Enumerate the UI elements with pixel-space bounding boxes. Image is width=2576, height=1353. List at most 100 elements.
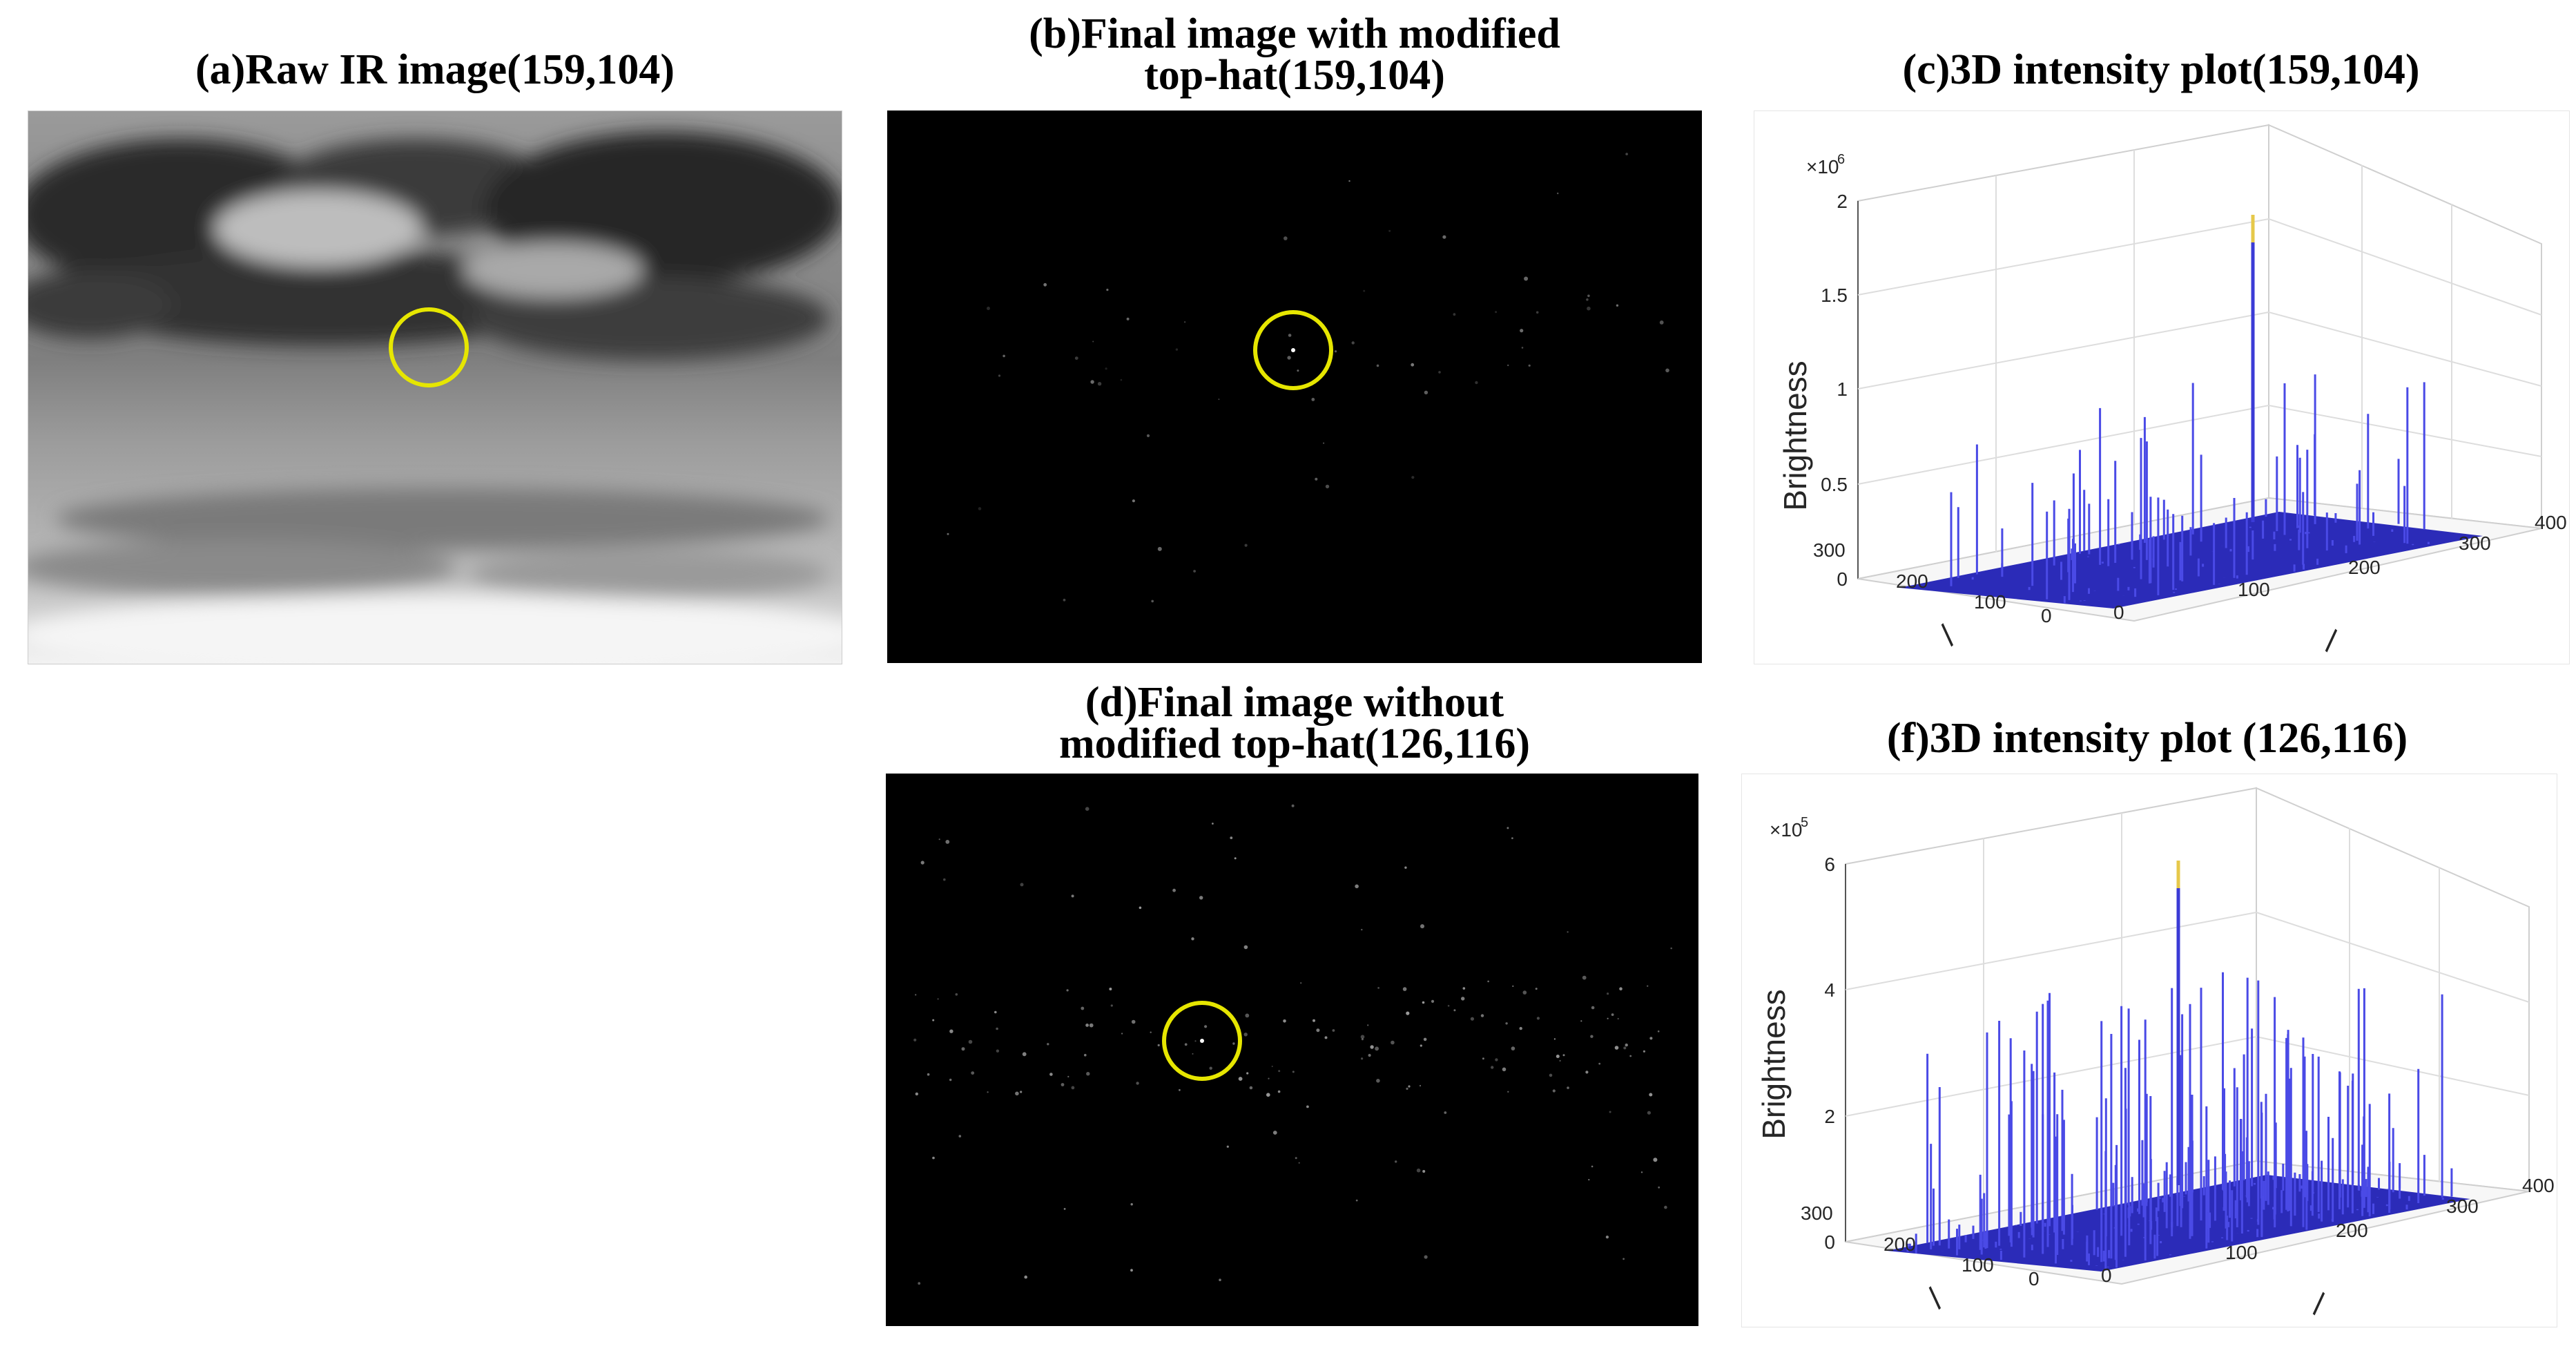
noise-point	[1130, 1269, 1133, 1272]
noise-point	[937, 998, 939, 1000]
noise-point	[1643, 1050, 1645, 1053]
noise-point	[1444, 1111, 1447, 1114]
noise-point	[1591, 1006, 1595, 1010]
noise-point	[1097, 382, 1102, 386]
y-axis-label: /	[1920, 1281, 1950, 1314]
noise-point	[918, 1282, 921, 1285]
noise-point	[1424, 390, 1429, 394]
noise-point	[1404, 866, 1407, 869]
noise-point	[1272, 1131, 1277, 1135]
noise-point	[1049, 1073, 1053, 1076]
noise-point	[1507, 364, 1509, 367]
noise-point	[1552, 1089, 1556, 1093]
noise-point	[1266, 1093, 1270, 1097]
noise-point	[1015, 1091, 1019, 1096]
noise-point	[1480, 1014, 1484, 1017]
noise-point	[1431, 999, 1435, 1003]
noise-point	[1549, 1073, 1553, 1077]
noise-point	[947, 532, 949, 535]
noise-point	[1277, 1090, 1281, 1093]
noise-point	[1376, 1079, 1380, 1083]
noise-point	[987, 1091, 989, 1093]
noise-point	[1109, 988, 1112, 990]
noise-point	[1522, 990, 1527, 995]
plot-c: ×10 6 2 1.5 1 0.5 0 300 200 100 0 0 100 200 300 400 B…	[1754, 111, 2570, 664]
noise-point	[1376, 364, 1379, 367]
target-point	[1291, 348, 1295, 352]
noise-point	[913, 1038, 917, 1042]
noise-point	[1360, 1035, 1365, 1039]
noise-point	[1332, 1029, 1335, 1032]
noise-point	[1244, 544, 1248, 547]
noise-point	[1063, 598, 1066, 602]
noise-point	[1424, 1255, 1428, 1259]
exponent-label: ×10	[1806, 156, 1839, 177]
y-axis-label: /	[1933, 618, 1962, 651]
noise-point	[1131, 1019, 1136, 1024]
noise-point	[1355, 884, 1359, 889]
noise-point	[1619, 987, 1623, 990]
noise-point	[1232, 1042, 1235, 1045]
noise-point	[1020, 883, 1024, 887]
z-tick-label: 0.5	[1821, 474, 1848, 495]
noise-point	[1126, 317, 1130, 320]
noise-point	[1230, 836, 1233, 839]
noise-point	[1243, 1033, 1248, 1037]
x-tick-label: 100	[2238, 579, 2270, 600]
noise-point	[1605, 1236, 1609, 1239]
noise-point	[1502, 1067, 1507, 1072]
noise-point	[1649, 1093, 1653, 1097]
z-tick-label: 2	[1837, 191, 1848, 212]
y-tick-label: 100	[1962, 1254, 1994, 1276]
noise-point	[1556, 1055, 1560, 1058]
noise-point	[1629, 1055, 1632, 1057]
noise-point	[1524, 276, 1529, 281]
noise-point	[1623, 1258, 1625, 1260]
noise-point	[1511, 1046, 1515, 1050]
plot-c-frame	[1857, 124, 2542, 622]
exponent-power: 6	[1837, 152, 1845, 167]
z-axis-label: Brightness	[1777, 361, 1813, 510]
noise-point	[1315, 477, 1318, 481]
noise-point	[1287, 356, 1291, 360]
noise-point	[1419, 1084, 1422, 1087]
panel-a-title: (a)Raw IR image(159,104)	[195, 46, 675, 93]
noise-point	[1580, 1020, 1582, 1022]
noise-point	[1388, 229, 1391, 232]
noise-point	[978, 507, 982, 510]
noise-point	[1422, 1170, 1426, 1173]
noise-point	[1507, 1091, 1509, 1093]
z-tick-label: 2	[1824, 1106, 1835, 1127]
noise-point	[1611, 1013, 1614, 1016]
noise-point	[1130, 1203, 1133, 1206]
y-tick-label: 200	[1883, 1234, 1916, 1255]
noise-point	[1536, 311, 1539, 314]
noise-point	[1475, 381, 1478, 385]
noise-point	[1361, 928, 1363, 931]
noise-point	[1657, 1030, 1660, 1033]
noise-point	[1520, 329, 1524, 333]
x-axis-label: \	[2316, 624, 2346, 658]
noise-point	[1507, 827, 1509, 829]
noise-point	[1193, 570, 1196, 573]
noise-point	[1587, 294, 1590, 298]
target-circle	[1253, 310, 1333, 390]
noise-point	[1553, 1038, 1556, 1040]
y-tick-label: 200	[1896, 570, 1928, 592]
noise-point	[1071, 1086, 1075, 1090]
x-tick-label: 300	[2446, 1196, 2479, 1217]
noise-point	[1194, 1040, 1197, 1042]
noise-point	[1146, 434, 1150, 437]
noise-point	[1505, 1022, 1508, 1025]
noise-point	[1375, 1046, 1379, 1051]
noise-point	[1325, 484, 1330, 489]
noise-point	[1391, 1040, 1395, 1045]
plot-f-frame	[1845, 787, 2530, 1285]
noise-point	[1199, 896, 1203, 900]
noise-point	[927, 1073, 930, 1076]
noise-point	[1395, 1160, 1397, 1163]
y-tick-label: 0	[2028, 1268, 2040, 1289]
noise-point	[920, 861, 924, 865]
noise-point	[1640, 1171, 1643, 1173]
noise-point	[1616, 304, 1619, 307]
